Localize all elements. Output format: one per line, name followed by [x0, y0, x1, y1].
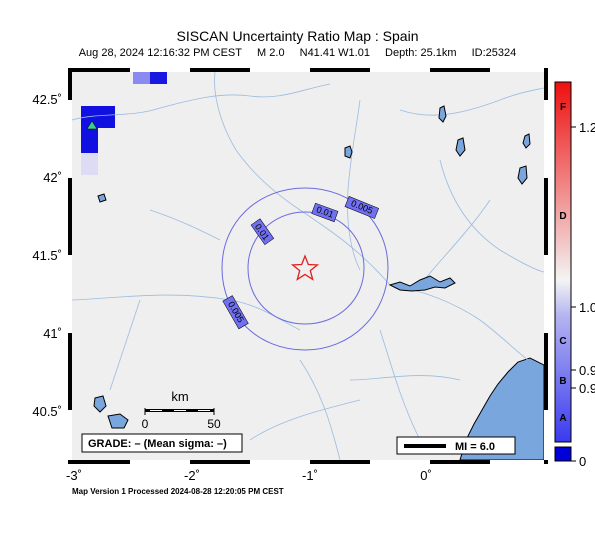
grid-cell [150, 72, 167, 84]
event-info: Aug 28, 2024 12:16:32 PM CEST M 2.0 N41.… [0, 47, 595, 59]
mi-legend-text: MI = 6.0 [455, 441, 495, 453]
contour-outer [221, 187, 389, 351]
epicenter-star-icon [290, 254, 320, 281]
grade-letter: D [559, 211, 566, 222]
colorbar-value: 1.2 [579, 120, 595, 135]
mi-legend: MI = 6.0 [396, 436, 516, 455]
grid-cell [133, 72, 150, 84]
colorbar-gradient [554, 81, 572, 443]
event-datetime: Aug 28, 2024 12:16:32 PM CEST [78, 47, 242, 59]
map-title: SISCAN Uncertainty Ratio Map : Spain [176, 28, 419, 44]
processing-footer: Map Version 1 Processed 2024-08-28 12:20… [72, 487, 284, 496]
lat-tick-label: 41.5˚ [32, 248, 62, 263]
grade-text: GRADE: – (Mean sigma: –) [88, 438, 227, 450]
colorbar-value: 1.0 [579, 300, 595, 315]
lon-tick-label: -3˚ [66, 468, 82, 483]
colorbar-min-swatch [554, 446, 572, 462]
scale-unit: km [171, 389, 188, 404]
grade-letter: F [560, 102, 566, 113]
grid-cell [81, 153, 98, 175]
grade-letter: A [559, 413, 566, 424]
station-triangle-icon [86, 120, 98, 130]
colorbar-value: 0.9 [579, 363, 595, 378]
reservoirs [93, 105, 531, 429]
lon-tick-label: -1˚ [302, 468, 318, 483]
contours [221, 187, 389, 351]
lon-tick-label: 0˚ [420, 468, 432, 483]
lat-axis: 42.5˚ 42˚ 41.5˚ 41˚ 40.5˚ [32, 92, 62, 419]
scale-tick-label: 50 [207, 417, 221, 431]
lon-axis: -3˚ -2˚ -1˚ 0˚ [66, 468, 432, 483]
colorbar: F D C B A 1.2 1.0 0.9 0.9 0 [554, 81, 595, 469]
frame-ticks [68, 68, 548, 464]
event-location: N41.41 W1.01 [299, 47, 370, 59]
lat-tick-label: 42.5˚ [32, 92, 62, 107]
map-area: 0.005 0.01 0.01 0.005 km [68, 68, 548, 464]
scale-tick-label: 0 [142, 417, 149, 431]
grade-letter: B [559, 376, 566, 387]
lat-tick-label: 41˚ [43, 326, 62, 341]
scale-bar: km 0 50 [142, 389, 221, 431]
sea [459, 357, 544, 460]
rivers [72, 72, 544, 460]
lat-tick-label: 42˚ [43, 170, 62, 185]
event-magnitude: M 2.0 [257, 47, 285, 59]
grid-cell [81, 128, 98, 153]
land [72, 72, 544, 460]
colorbar-value: 0.9 [579, 381, 595, 396]
lat-tick-label: 40.5˚ [32, 404, 62, 419]
grid-cell [81, 106, 115, 128]
colorbar-value: 0 [579, 454, 586, 469]
event-id: ID:25324 [471, 47, 517, 59]
contour-inner [247, 211, 365, 325]
event-depth: Depth: 25.1km [385, 47, 457, 59]
lon-tick-label: -2˚ [184, 468, 200, 483]
grade-letter: C [559, 336, 566, 347]
grade-box: GRADE: – (Mean sigma: –) [81, 433, 243, 453]
